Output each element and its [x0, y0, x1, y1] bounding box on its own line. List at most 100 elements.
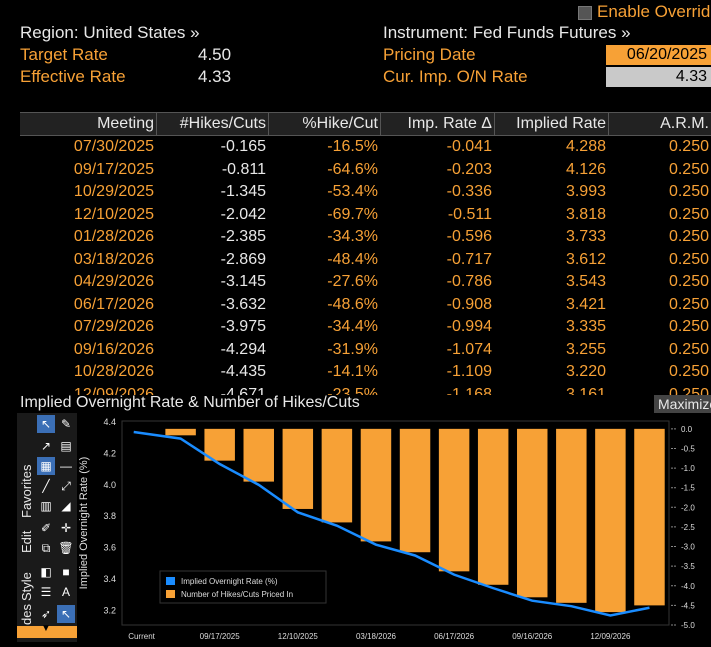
cursor-icon[interactable]: ↖: [37, 415, 55, 433]
select-arrow-icon[interactable]: ↖: [57, 605, 75, 623]
x-tick-label: 12/09/2026: [590, 632, 631, 641]
chart-title: Implied Overnight Rate & Number of Hikes…: [20, 394, 360, 411]
tab-des[interactable]: des: [19, 604, 34, 625]
hikes-cuts-bar: [477, 428, 509, 585]
color-swatch-icon[interactable]: ◧: [40, 565, 52, 579]
table-row[interactable]: 09/17/2025 -0.811 -64.6% -0.203 4.126 0.250: [20, 159, 711, 182]
crosshair-icon[interactable]: ✛: [60, 521, 72, 535]
table-row[interactable]: 10/29/2025 -1.345 -53.4% -0.336 3.993 0.250: [20, 181, 711, 204]
trash-icon[interactable]: 🗑: [58, 541, 74, 555]
line-tool-icon[interactable]: ╱: [42, 479, 50, 493]
pointer-icon[interactable]: ➶: [40, 607, 52, 621]
cell-imp-rate-delta: -0.994: [446, 318, 492, 335]
cell-hikes-cuts: -2.385: [220, 228, 266, 245]
target-rate-label: Target Rate: [20, 45, 108, 64]
cell-implied-rate: 3.255: [565, 340, 606, 358]
cur-imp-rate-value: 4.33: [606, 67, 711, 87]
pricing-date-label: Pricing Date: [383, 45, 476, 64]
table-row[interactable]: 09/16/2026 -4.294 -31.9% -1.074 3.255 0.250: [20, 339, 711, 362]
toolbar-dropdown[interactable]: ▼: [17, 623, 77, 638]
right-tick-label: -5.0: [681, 621, 695, 630]
enable-overrides-checkbox[interactable]: [578, 6, 592, 20]
cell-arm: 0.250: [668, 250, 709, 268]
cell-implied-rate: 3.335: [565, 318, 606, 335]
col-hikes-cuts[interactable]: #Hikes/Cuts: [156, 113, 268, 135]
right-tick-label: -3.5: [681, 562, 695, 571]
copy-icon[interactable]: ⧉: [41, 541, 51, 555]
table-row[interactable]: 10/28/2026 -4.435 -14.1% -1.109 3.220 0.250: [20, 361, 711, 384]
channel-icon[interactable]: ▥: [40, 499, 52, 513]
line-style-icon[interactable]: ☰: [40, 585, 52, 599]
table-row[interactable]: 07/29/2026 -3.975 -34.4% -0.994 3.335 0.250: [20, 316, 711, 339]
right-tick-label: -0.5: [681, 444, 695, 453]
arrow-icon[interactable]: ↗: [40, 439, 52, 453]
pencil-icon[interactable]: ✎: [60, 417, 72, 431]
cell-hikes-cuts: -3.145: [220, 273, 266, 290]
cell-pct-hike-cut: -69.7%: [327, 205, 378, 223]
cell-arm: 0.250: [668, 228, 709, 245]
cell-pct-hike-cut: -16.5%: [327, 138, 378, 155]
cell-meeting-date: 07/30/2025: [73, 138, 154, 155]
right-tick-label: -4.5: [681, 601, 695, 610]
cell-meeting-date: 01/28/2026: [73, 228, 154, 245]
hikes-cuts-bar: [438, 428, 470, 572]
col-arm[interactable]: A.R.M.: [608, 113, 711, 135]
cell-hikes-cuts: -1.345: [220, 183, 266, 200]
cell-imp-rate-delta: -0.596: [446, 228, 492, 245]
tab-favorites[interactable]: Favorites: [19, 464, 34, 518]
cell-meeting-date: 12/09/2026: [73, 385, 154, 396]
table-row[interactable]: 12/09/2026 -4.671 -23.5% -1.168 3.161 0.250: [20, 384, 711, 396]
hikes-cuts-bar: [517, 428, 548, 598]
right-tick-label: -2.0: [681, 503, 695, 512]
table-row[interactable]: 06/17/2026 -3.632 -48.6% -0.908 3.421 0.250: [20, 294, 711, 317]
pricing-date-input[interactable]: 06/20/2025: [606, 45, 711, 65]
col-imp-rate-delta[interactable]: Imp. Rate Δ: [380, 113, 494, 135]
cell-imp-rate-delta: -1.168: [446, 385, 492, 396]
cell-hikes-cuts: -0.811: [221, 160, 266, 178]
instrument-selector[interactable]: Instrument: Fed Funds Futures »: [383, 23, 631, 42]
cell-hikes-cuts: -4.435: [220, 363, 266, 380]
left-tick-label: 3.4: [103, 574, 116, 584]
enable-overrides-label[interactable]: Enable Overrides: [597, 2, 711, 21]
cell-meeting-date: 09/16/2026: [73, 340, 154, 358]
cell-pct-hike-cut: -48.4%: [327, 250, 378, 268]
annotation-icon[interactable]: ▤: [60, 439, 72, 453]
x-tick-label: Current: [128, 632, 155, 641]
font-icon[interactable]: A: [61, 585, 70, 599]
table-row[interactable]: 12/10/2025 -2.042 -69.7% -0.511 3.818 0.250: [20, 204, 711, 227]
x-tick-label: 03/18/2026: [356, 632, 397, 641]
tab-edit[interactable]: Edit: [19, 530, 34, 553]
table-row[interactable]: 04/29/2026 -3.145 -27.6% -0.786 3.543 0.250: [20, 271, 711, 294]
chart-svg: 4.4 4.2 4.0 3.8 3.6 3.4 3.2 0.0 -0.5 -1.0 -1.5 -2.0…: [78, 417, 695, 641]
cell-implied-rate: 3.421: [565, 295, 606, 313]
hikes-cuts-bar: [321, 428, 353, 523]
col-implied-rate[interactable]: Implied Rate: [494, 113, 608, 135]
measure-icon[interactable]: ◢: [61, 499, 71, 513]
table-row[interactable]: 07/30/2025 -0.165 -16.5% -0.041 4.288 0.250: [20, 136, 711, 159]
cell-pct-hike-cut: -34.4%: [327, 318, 378, 335]
cell-arm: 0.250: [668, 363, 709, 380]
cell-imp-rate-delta: -0.908: [446, 295, 492, 313]
cell-meeting-date: 03/18/2026: [73, 250, 154, 268]
maximize-button[interactable]: Maximize: [654, 395, 711, 413]
cell-pct-hike-cut: -48.6%: [327, 295, 378, 313]
right-tick-label: -2.5: [681, 523, 695, 532]
table-row[interactable]: 01/28/2026 -2.385 -34.3% -0.596 3.733 0.250: [20, 226, 711, 249]
table-row[interactable]: 03/18/2026 -2.869 -48.4% -0.717 3.612 0.250: [20, 249, 711, 272]
col-pct-hike-cut[interactable]: %Hike/Cut: [268, 113, 380, 135]
cell-meeting-date: 12/10/2025: [73, 205, 154, 223]
hline-icon[interactable]: —: [60, 459, 72, 473]
ray-icon[interactable]: ⤢: [61, 479, 71, 493]
grid-icon[interactable]: ▦: [37, 457, 55, 475]
left-tick-label: 3.8: [103, 511, 116, 521]
cell-hikes-cuts: -4.294: [220, 340, 266, 358]
fill-icon[interactable]: ■: [62, 565, 70, 579]
left-tick-label: 4.2: [103, 448, 116, 458]
edit-pencil-icon[interactable]: ✐: [40, 521, 52, 535]
col-meeting[interactable]: Meeting: [97, 115, 154, 132]
tab-style[interactable]: Style: [19, 572, 34, 601]
cur-imp-rate-label: Cur. Imp. O/N Rate: [383, 67, 528, 86]
left-tick-label: 3.2: [103, 605, 116, 615]
left-axis-label: Implied Overnight Rate (%): [78, 457, 90, 590]
region-selector[interactable]: Region: United States »: [20, 23, 200, 42]
